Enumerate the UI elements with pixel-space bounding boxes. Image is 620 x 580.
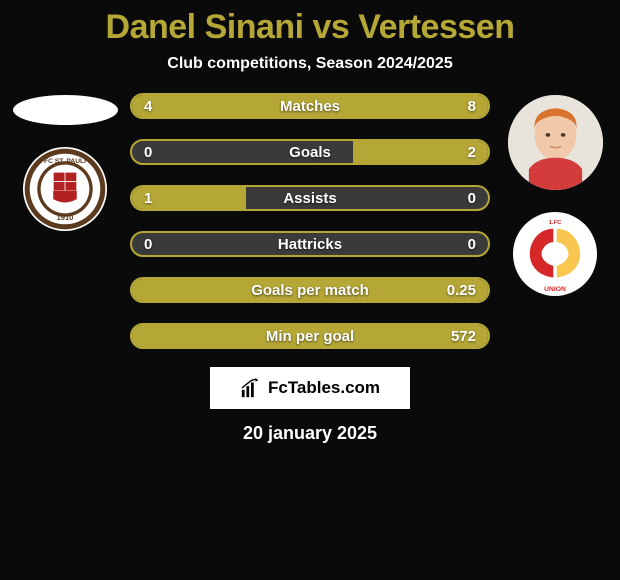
stat-label: Hattricks [132, 236, 488, 253]
stat-bar: 0.25Goals per match [130, 277, 490, 303]
st-pauli-badge-icon: FC ST. PAULI 1910 [23, 147, 107, 231]
chart-icon [240, 377, 262, 399]
player-right-photo [508, 95, 603, 190]
stat-bar: 10Assists [130, 185, 490, 211]
stat-label: Goals [132, 144, 488, 161]
stat-label: Assists [132, 190, 488, 207]
stat-label: Min per goal [132, 328, 488, 345]
stat-label: Matches [132, 98, 488, 115]
union-berlin-badge-icon: 1.FC UNION [513, 212, 597, 296]
comparison-panel: FC ST. PAULI 1910 48Matches 02Goals 10Assi… [10, 91, 610, 349]
stat-label: Goals per match [132, 282, 488, 299]
right-column: 1.FC UNION [500, 91, 610, 296]
stat-bar: 00Hattricks [130, 231, 490, 257]
svg-text:1910: 1910 [57, 213, 74, 222]
attribution-badge: FcTables.com [210, 367, 410, 409]
stat-bar: 572Min per goal [130, 323, 490, 349]
svg-text:UNION: UNION [544, 286, 566, 293]
player-left-club-badge: FC ST. PAULI 1910 [23, 147, 107, 231]
stat-bar: 02Goals [130, 139, 490, 165]
stat-bars: 48Matches 02Goals 10Assists 00Hattricks 0.25… [130, 91, 490, 349]
svg-text:FC ST. PAULI: FC ST. PAULI [44, 158, 86, 165]
subtitle: Club competitions, Season 2024/2025 [10, 55, 610, 73]
player-left-photo-placeholder [13, 95, 118, 125]
player-headshot-icon [508, 95, 603, 190]
date-label: 20 january 2025 [10, 423, 610, 444]
player-right-club-badge: 1.FC UNION [513, 212, 597, 296]
left-column: FC ST. PAULI 1910 [10, 91, 120, 231]
page-title: Danel Sinani vs Vertessen [10, 8, 610, 47]
attribution-text: FcTables.com [268, 378, 380, 398]
stat-bar: 48Matches [130, 93, 490, 119]
svg-text:1.FC: 1.FC [549, 220, 562, 226]
